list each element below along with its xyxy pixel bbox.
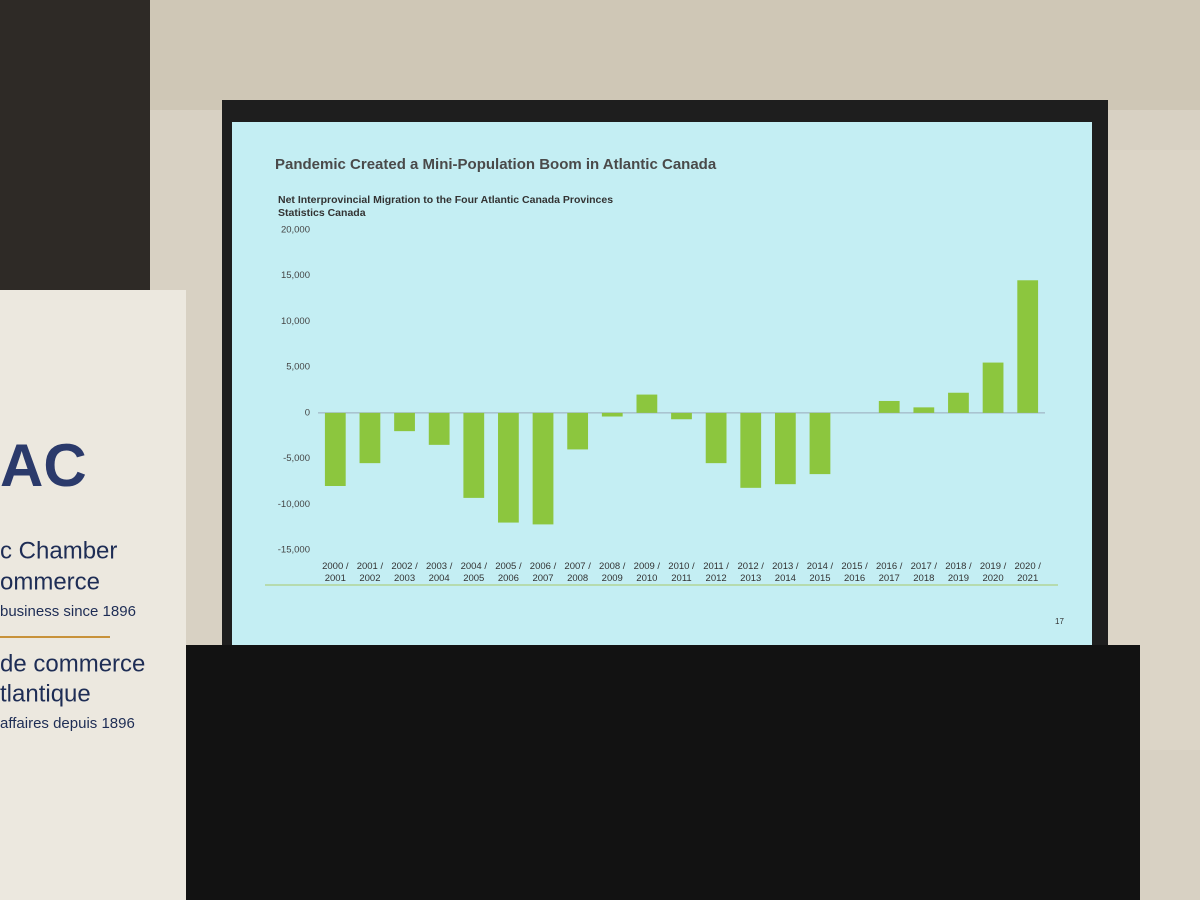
drape: [0, 0, 150, 300]
y-tick-label: -15,000: [278, 545, 310, 556]
y-tick-label: 20,000: [281, 225, 310, 236]
bar: [740, 412, 762, 488]
bar: [982, 362, 1004, 413]
x-tick-label: 2012 / 2013: [737, 561, 764, 584]
x-tick-label: 2016 / 2017: [875, 561, 903, 584]
bar: [567, 412, 589, 450]
bar: [636, 394, 658, 413]
x-tick-label: 2011 / 2012: [703, 561, 729, 584]
x-tick-label: 2009 / 2010: [633, 561, 661, 584]
y-tick-label: -10,000: [278, 499, 310, 510]
x-tick-label: 2006 / 2007: [529, 561, 557, 584]
banner-text: affaires depuis 1896: [0, 715, 135, 732]
x-tick-label: 2003 / 2004: [425, 561, 453, 584]
bar: [394, 412, 415, 432]
bar: [809, 412, 831, 475]
x-tick-label: 2005 / 2006: [495, 561, 522, 584]
x-tick-label: 2001 / 2002: [356, 561, 384, 584]
bar: [1017, 280, 1039, 413]
curtain: [180, 645, 1140, 900]
x-tick-label: 2007 / 2008: [564, 561, 591, 584]
bar: [498, 412, 519, 523]
banner-text: tlantique: [0, 680, 91, 707]
chart-source: Statistics Canada: [278, 207, 366, 219]
x-tick-label: 2014 / 2015: [806, 561, 834, 584]
bar: [428, 412, 450, 445]
x-tick-label: 2013 / 2014: [772, 561, 799, 584]
x-tick-label: 2017 / 2018: [910, 561, 938, 584]
banner-text: de commerce: [0, 650, 145, 677]
x-tick-label: 2015 / 2016: [841, 561, 868, 584]
bar: [532, 412, 554, 525]
bar: [324, 412, 346, 486]
bar: [671, 412, 692, 420]
bar: [774, 412, 796, 485]
x-tick-label: 2018 / 2019: [945, 561, 972, 584]
chart-title: Pandemic Created a Mini-Population Boom …: [275, 156, 717, 173]
x-tick-label: 2008 / 2009: [599, 561, 626, 584]
x-tick-label: 2010 / 2011: [668, 561, 695, 584]
x-tick-label: 2002 / 2003: [391, 561, 418, 584]
chart-subtitle: Net Interprovincial Migration to the Fou…: [278, 194, 613, 206]
banner-logo: AC: [0, 432, 87, 499]
x-tick-label: 2000 / 2001: [322, 561, 349, 584]
screen: [232, 122, 1092, 650]
banner-text: business since 1896: [0, 603, 136, 620]
y-tick-label: 10,000: [281, 316, 310, 327]
banner: [0, 290, 186, 900]
slide-number: 17: [1055, 617, 1064, 626]
x-tick-label: 2019 / 2020: [979, 561, 1007, 584]
y-tick-label: -5,000: [283, 453, 310, 464]
bar: [878, 400, 900, 413]
bar: [463, 412, 485, 498]
ceiling: [0, 0, 1200, 110]
banner-text: ommerce: [0, 568, 100, 595]
bar: [948, 392, 969, 413]
bar: [913, 407, 935, 413]
y-tick-label: 0: [305, 407, 310, 418]
y-tick-label: 15,000: [281, 270, 310, 281]
y-tick-label: 5,000: [286, 362, 310, 373]
bar: [601, 412, 623, 417]
bar: [359, 412, 381, 464]
x-tick-label: 2020 / 2021: [1014, 561, 1041, 584]
banner-text: c Chamber: [0, 537, 117, 564]
x-tick-label: 2004 / 2005: [460, 561, 487, 584]
bar: [705, 412, 727, 464]
